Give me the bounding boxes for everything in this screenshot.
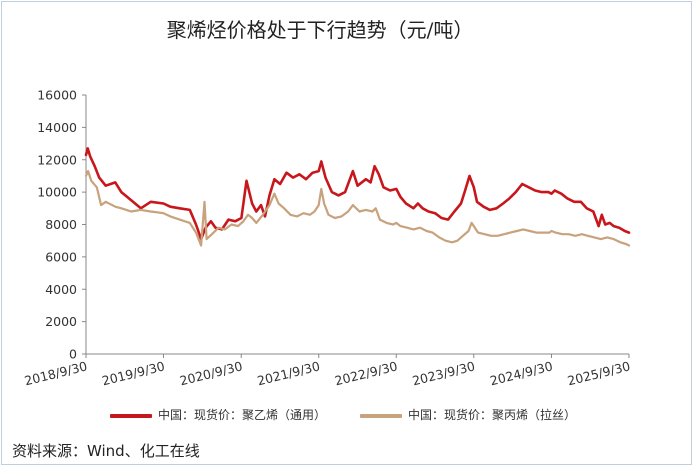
- y-tick-label: 4000: [45, 282, 77, 297]
- source-note: 资料来源：Wind、化工在线: [12, 442, 200, 460]
- y-tick-label: 2000: [45, 314, 77, 329]
- x-tick-label: 2022/9/30: [333, 358, 399, 388]
- x-axis: 2018/9/30 2019/9/30 2020/9/30 2021/9/30 2022…: [23, 353, 632, 388]
- x-tick-label: 2025/9/30: [566, 358, 632, 388]
- legend-item-pe: 中国：现货价：聚乙烯（通用）: [110, 406, 326, 423]
- y-tick-label: 0: [69, 347, 77, 362]
- series-line-pp: [84, 170, 631, 247]
- y-tick-label: 10000: [37, 185, 77, 200]
- chart-title: 聚烯烃价格处于下行趋势（元/吨）: [166, 18, 474, 42]
- x-tick-label: 2024/9/30: [488, 358, 554, 388]
- y-tick-label: 8000: [45, 217, 77, 232]
- x-tick-label: 2018/9/30: [23, 358, 89, 388]
- y-tick-label: 14000: [37, 120, 77, 135]
- x-tick-label: 2023/9/30: [411, 358, 477, 388]
- legend-label-pe: 中国：现货价：聚乙烯（通用）: [158, 408, 327, 422]
- x-tick-label: 2021/9/30: [256, 358, 322, 388]
- series-layer: [84, 147, 631, 247]
- y-axis: 0 2000 4000 6000 8000 10000 12000 14000 16000: [37, 88, 87, 362]
- legend-item-pp: 中国：现货价：聚丙烯（拉丝）: [360, 406, 576, 423]
- x-tick-label: 2019/9/30: [100, 358, 166, 388]
- legend-swatch-pp: [360, 413, 402, 418]
- x-tick-label: 2020/9/30: [178, 358, 244, 388]
- series-line-pe: [84, 147, 631, 241]
- y-tick-label: 12000: [37, 152, 77, 167]
- y-tick-label: 6000: [45, 249, 77, 264]
- legend-label-pp: 中国：现货价：聚丙烯（拉丝）: [408, 408, 577, 422]
- y-tick-label: 16000: [37, 88, 77, 103]
- legend-swatch-pe: [110, 413, 152, 418]
